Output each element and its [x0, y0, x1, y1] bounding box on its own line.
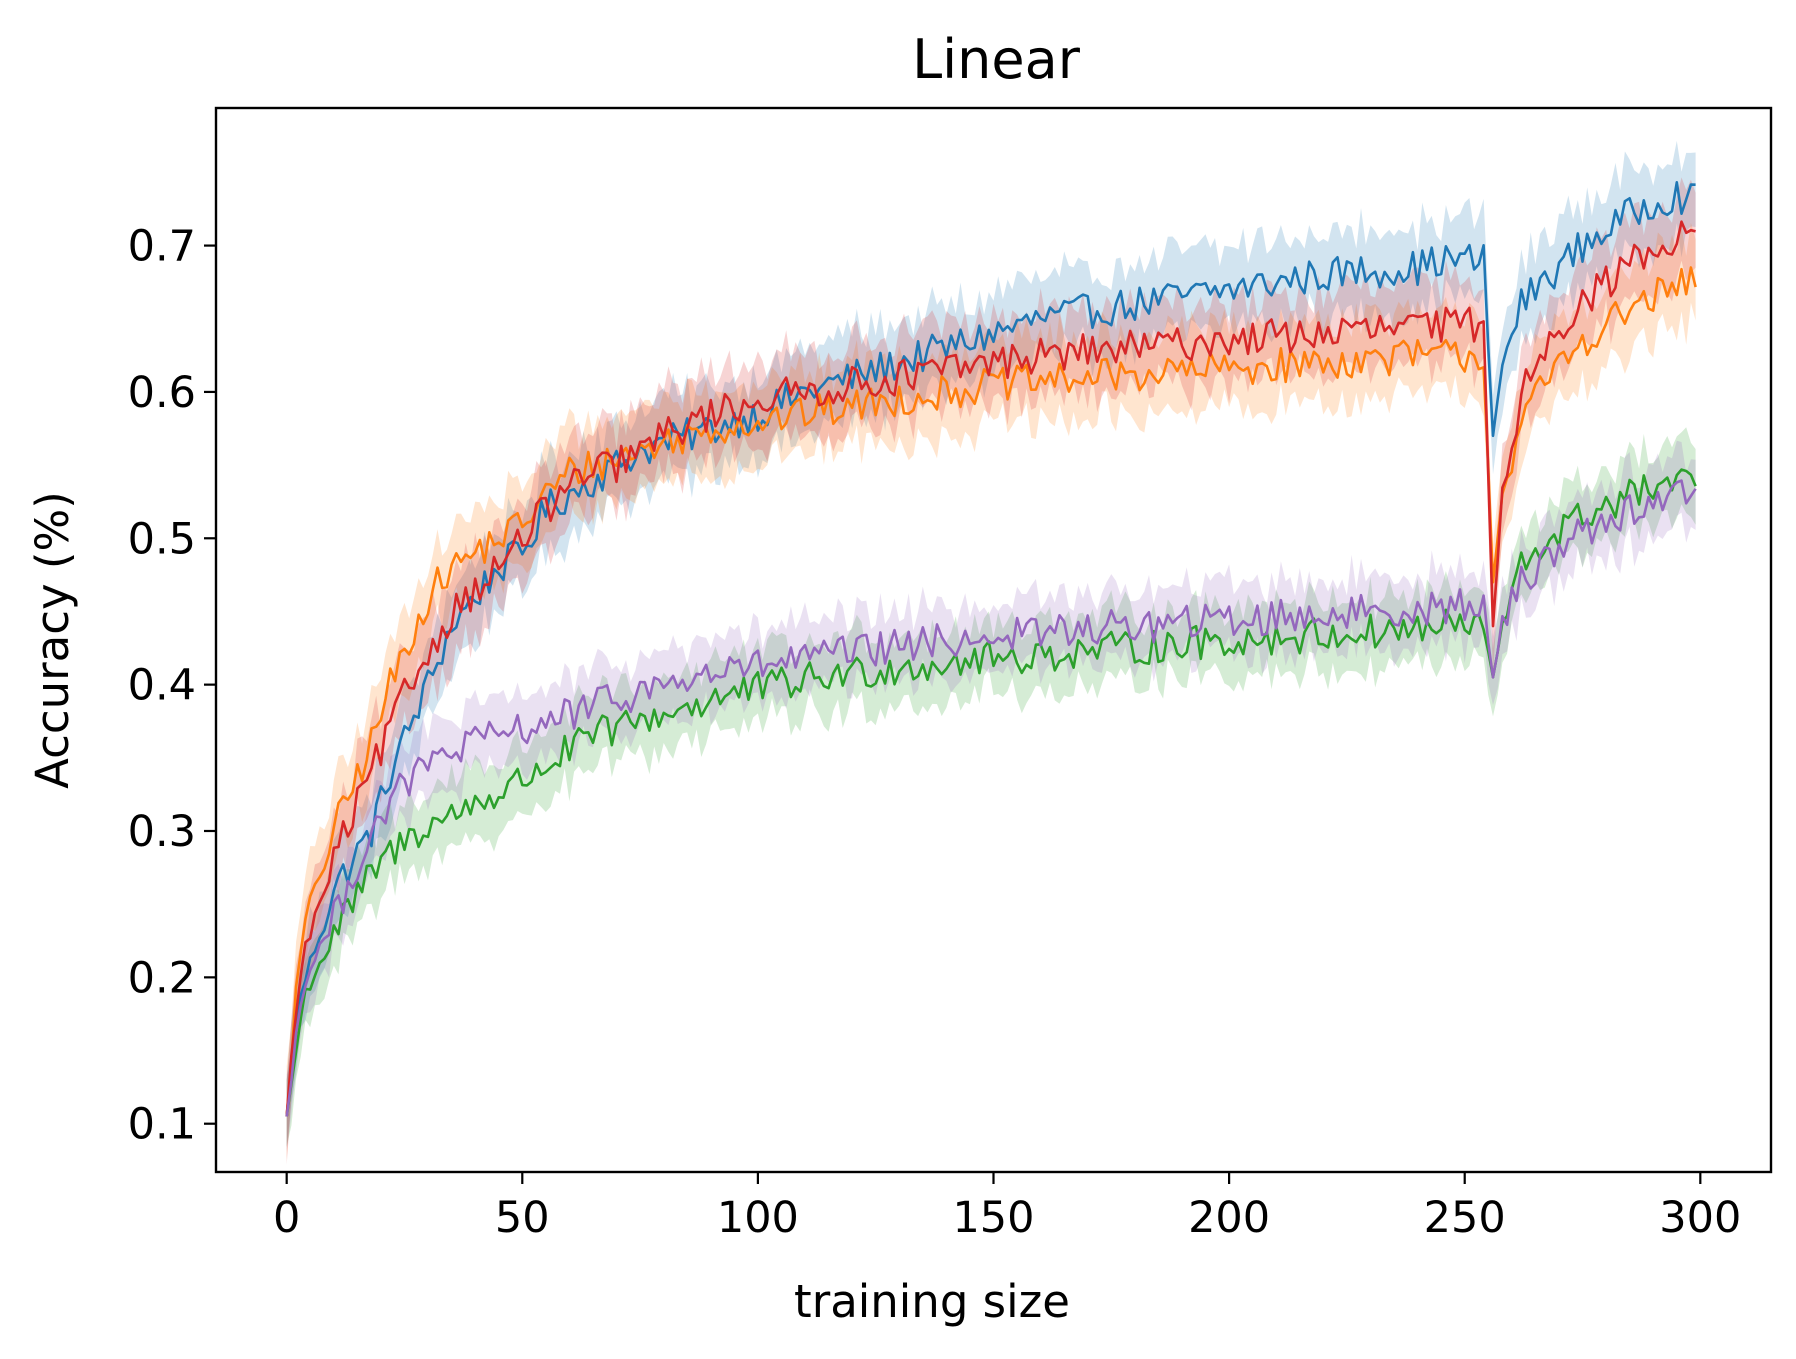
series-1-band: [286, 140, 1696, 1148]
x-tick-label: 200: [1188, 1193, 1270, 1243]
chart-title: Linear: [912, 28, 1081, 91]
y-tick-label: 0.3: [128, 807, 196, 857]
series-4-band: [286, 177, 1696, 1165]
x-tick-label: 250: [1424, 1193, 1506, 1243]
x-tick-label: 0: [273, 1193, 300, 1243]
x-axis: 0 50 100 150 200 250 300: [273, 1172, 1741, 1243]
y-axis: 0.1 0.2 0.3 0.4 0.5 0.6 0.7: [128, 222, 216, 1150]
y-tick-label: 0.4: [128, 661, 196, 711]
series-4-line: [285, 220, 1696, 1117]
series-2-line: [285, 266, 1697, 1117]
series-lines: [285, 181, 1697, 1117]
series-5-line: [285, 479, 1697, 1117]
series-3-line: [285, 468, 1697, 1117]
x-tick-label: 100: [717, 1193, 799, 1243]
y-tick-label: 0.5: [128, 514, 196, 564]
y-tick-label: 0.7: [128, 222, 196, 272]
x-tick-label: 150: [952, 1193, 1034, 1243]
y-tick-label: 0.6: [128, 368, 196, 418]
series-2-band: [286, 222, 1696, 1160]
x-axis-title: training size: [794, 1275, 1070, 1328]
y-tick-label: 0.1: [128, 1100, 196, 1150]
x-tick-label: 50: [495, 1193, 550, 1243]
series-1-line: [285, 181, 1696, 1117]
y-tick-label: 0.2: [128, 953, 196, 1003]
x-tick-label: 300: [1659, 1193, 1741, 1243]
y-axis-title: Accuracy (%): [26, 491, 79, 789]
series-3-band: [286, 427, 1696, 1147]
